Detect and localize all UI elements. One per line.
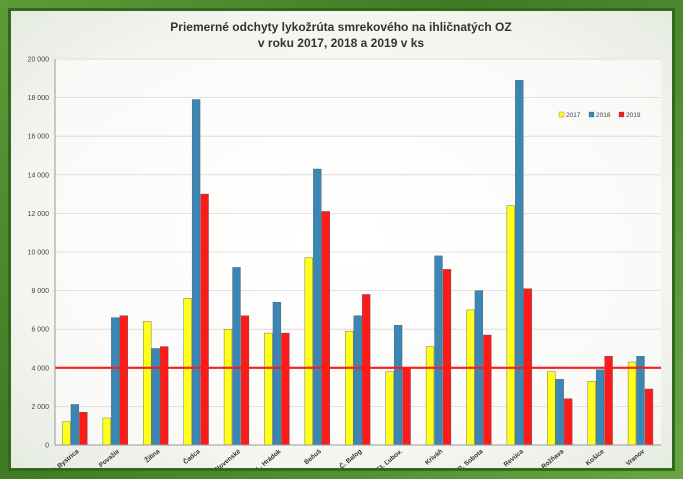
y-tick-label: 4 000	[31, 365, 49, 372]
bar-2019	[564, 398, 573, 446]
y-tick-label: 18 000	[28, 95, 50, 102]
bar-2019	[240, 315, 250, 446]
x-tick-label: P. Bystrica	[51, 448, 81, 468]
x-tick-label: Slovenské	[213, 448, 242, 468]
bar-2018	[272, 301, 282, 446]
x-tick-label: L. Hrádok	[255, 448, 283, 468]
bar-2017	[304, 257, 313, 446]
chart-title: Priemerné odchyty lykožrúta smrekového n…	[170, 20, 511, 34]
bar-2018	[70, 404, 80, 446]
bar-2019	[442, 269, 452, 446]
x-tick-label: R. Sobota	[457, 448, 485, 468]
y-tick-label: 6 000	[31, 327, 49, 334]
bar-2018	[595, 369, 605, 446]
bar-2017	[627, 361, 637, 446]
y-tick-label: 10 000	[28, 250, 50, 257]
y-tick-label: 20 000	[28, 57, 50, 64]
bar-2018	[191, 99, 201, 446]
bar-2017	[587, 381, 596, 446]
bar-2018	[313, 168, 322, 446]
bar-2018	[515, 80, 524, 446]
bar-2019	[604, 356, 613, 446]
bar-2017	[547, 371, 556, 446]
bar-2017	[506, 205, 515, 446]
bar-2018	[353, 315, 362, 446]
bar-2019	[79, 411, 88, 446]
bar-2017	[102, 417, 111, 446]
bar-2017	[425, 346, 435, 446]
bar-2018	[232, 267, 241, 446]
bar-2019	[321, 211, 330, 446]
x-tick-label: Kriváň	[424, 448, 444, 466]
x-tick-label: Považie	[98, 448, 121, 468]
bar-2018	[434, 255, 443, 446]
bar-2017	[62, 421, 71, 446]
bar-2017	[183, 298, 192, 446]
x-tick-label: Rožňava	[540, 448, 565, 468]
bar-2017	[223, 329, 233, 446]
y-tick-label: 14 000	[28, 172, 50, 179]
bar-2019	[644, 388, 654, 446]
bar-2019	[160, 346, 169, 446]
bar-2017	[345, 330, 354, 446]
x-tick-label: Žilina	[142, 446, 161, 464]
bar-2019	[362, 294, 371, 446]
x-tick-label: Čadca	[181, 446, 202, 466]
x-tick-label: St. Ľubov.	[375, 448, 403, 468]
legend-label-2019: 2019	[626, 112, 641, 119]
x-tick-label: Vranov	[625, 448, 646, 468]
legend-swatch-2019	[618, 111, 625, 118]
legend-label-2018: 2018	[596, 112, 611, 119]
bar-2017	[143, 321, 152, 446]
bar-2017	[264, 332, 273, 446]
y-tick-label: 2 000	[31, 404, 49, 411]
bar-2018	[111, 317, 120, 446]
bar-chart: Priemerné odchyty lykožrúta smrekového n…	[28, 20, 661, 468]
x-tick-label: Č. Balog	[337, 447, 363, 468]
x-tick-label: Beňuš	[303, 448, 323, 466]
chart-frame: Priemerné odchyty lykožrúta smrekového n…	[8, 8, 675, 471]
y-tick-label: 12 000	[28, 211, 50, 218]
legend-label-2017: 2017	[566, 112, 581, 119]
y-tick-label: 0	[45, 443, 49, 450]
bar-2018	[555, 379, 564, 446]
bar-2019	[281, 332, 290, 446]
bar-2017	[466, 309, 475, 446]
bar-2018	[151, 348, 160, 446]
legend-swatch-2017	[558, 111, 565, 118]
bar-2017	[385, 371, 394, 446]
bar-2019	[402, 367, 411, 446]
y-tick-label: 8 000	[31, 288, 49, 295]
legend-swatch-2018	[588, 111, 595, 118]
chart-subtitle: v roku 2017, 2018 a 2019 v ks	[258, 36, 424, 50]
y-tick-label: 16 000	[28, 134, 50, 141]
bar-2019	[119, 315, 128, 446]
x-tick-label: Revúca	[503, 448, 526, 468]
bar-2018	[636, 356, 645, 446]
x-tick-label: Košice	[585, 448, 606, 467]
bar-2018	[393, 325, 403, 446]
legend: 2017 2018 2019	[558, 111, 641, 119]
bar-2019	[200, 193, 209, 446]
bar-2019	[483, 334, 492, 446]
